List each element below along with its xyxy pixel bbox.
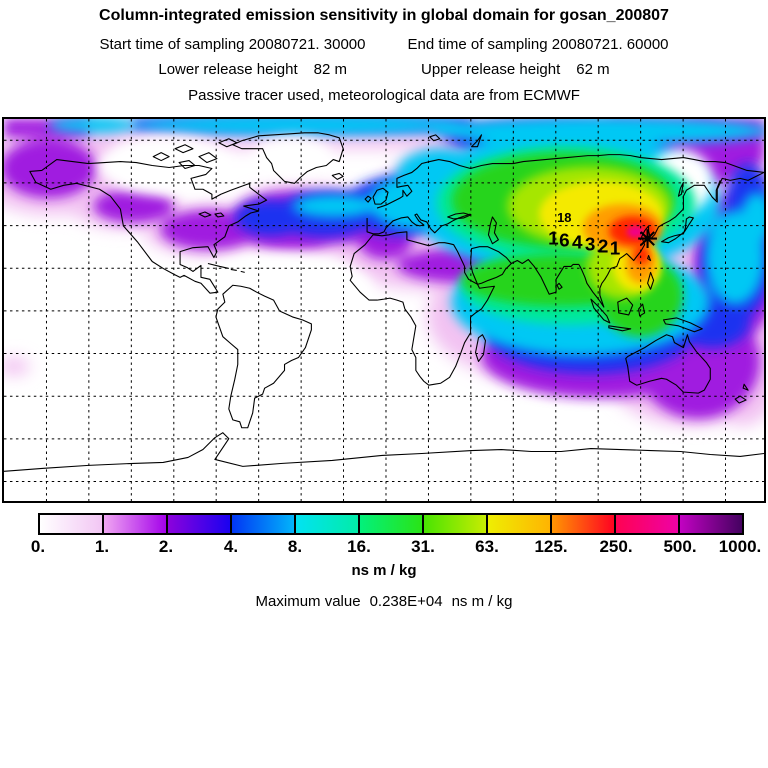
island-taiwan	[647, 255, 652, 262]
coastline-africa	[349, 231, 495, 386]
island-sakhalin	[677, 181, 684, 197]
tracer-line: Passive tracer used, meteorological data…	[188, 87, 580, 104]
colorbar-segment	[680, 515, 742, 533]
island-new-guinea	[662, 317, 703, 333]
colorbar-tick: 2.	[158, 537, 174, 556]
emission-sensitivity-map: 18 1 6 4 3 2 1 ✳	[4, 119, 764, 501]
colorbar-tick: 8.	[287, 537, 303, 556]
island-japan	[660, 216, 694, 244]
island-iceland	[331, 172, 344, 180]
colorbar-tick: 16.	[347, 537, 371, 556]
colorbar	[38, 513, 744, 535]
maximum-value-label: Maximum value	[255, 593, 361, 610]
island-new-zealand	[734, 383, 749, 404]
coastline-india	[511, 258, 579, 295]
island-sri-lanka	[556, 282, 563, 290]
maximum-value-number: 0.238E+04	[369, 593, 443, 610]
station-marker-icon: ✳	[637, 227, 658, 254]
trajectory-label: 2	[598, 236, 609, 257]
colorbar-segment	[552, 515, 616, 533]
trajectory-label: 1	[610, 238, 621, 259]
colorbar-segment	[40, 515, 104, 533]
colorbar-tick: 1.	[94, 537, 110, 556]
colorbar-units-label: ns m / kg	[351, 562, 417, 579]
arctic-archipelago	[152, 134, 483, 170]
maximum-value-line: Maximum value 0.238E+04 ns m / kg	[0, 593, 768, 610]
start-time-text: Start time of sampling 20080721. 30000	[99, 36, 366, 53]
colorbar-tick: 0.	[30, 537, 46, 556]
lower-release-pair: Lower release height 82 m	[158, 61, 347, 78]
island-hispaniola	[230, 268, 245, 273]
colorbar-tick: 31.	[411, 537, 435, 556]
upper-release-label: Upper release height	[421, 61, 561, 78]
coastline-antarctica	[4, 432, 764, 472]
upper-release-pair: Upper release height 62 m	[421, 61, 610, 78]
colorbar-segment	[616, 515, 680, 533]
colorbar-segment	[104, 515, 168, 533]
colorbar-ticks: 0. 1. 2. 4. 8. 16. 31. 63. 125. 250. 500…	[0, 537, 768, 557]
colorbar-tick: 4.	[223, 537, 239, 556]
coastline-australia	[625, 334, 711, 394]
coastline-europe-south	[366, 213, 471, 235]
world-map: 18 1 6 4 3 2 1 ✳	[2, 117, 766, 503]
island-philippines	[647, 271, 655, 290]
trajectory-label: 6	[559, 230, 570, 251]
colorbar-tick: 125.	[534, 537, 568, 556]
island-uk	[372, 187, 389, 205]
sampling-times-row: Start time of sampling 20080721. 30000 E…	[0, 36, 768, 53]
upper-release-value: 62 m	[576, 61, 610, 78]
colorbar-segment	[488, 515, 552, 533]
trajectory-label: 18	[557, 210, 571, 225]
island-madagascar	[474, 334, 487, 363]
coastline-eurasia-north	[376, 154, 764, 209]
colorbar-tick: 1000.	[718, 537, 762, 556]
coastline-greenland	[232, 132, 344, 184]
plume-layer-core	[626, 225, 645, 238]
colorbar-segment	[296, 515, 360, 533]
island-sulawesi	[638, 303, 646, 317]
colorbar-tick: 63.	[475, 537, 499, 556]
coastline-black-sea	[447, 212, 472, 220]
colorbar-segment	[232, 515, 296, 533]
island-cuba	[207, 262, 229, 269]
colorbar-segment	[424, 515, 488, 533]
trajectory-label: 3	[585, 234, 596, 255]
colorbar-tick: 500.	[663, 537, 697, 556]
trajectory-label: 4	[572, 232, 583, 253]
island-java	[608, 325, 632, 332]
island-borneo	[617, 297, 634, 316]
trajectory-label: 1	[548, 228, 559, 249]
lower-release-label: Lower release height	[158, 61, 298, 78]
great-lakes	[198, 211, 225, 218]
end-time-text: End time of sampling 20080721. 60000	[407, 36, 669, 53]
lower-release-value: 82 m	[313, 61, 347, 78]
coastline-arabia	[469, 246, 512, 285]
graticule-gridlines	[4, 119, 764, 501]
coastline-caspian-sea	[487, 216, 499, 245]
colorbar-segment	[168, 515, 232, 533]
colorbar-tick: 250.	[599, 537, 633, 556]
coastlines	[4, 132, 764, 472]
release-heights-row: Lower release height 82 m Upper release …	[0, 61, 768, 78]
island-ireland	[364, 195, 372, 203]
figure-title: Column-integrated emission sensitivity i…	[99, 7, 669, 24]
kamchatka-inner	[715, 180, 721, 201]
trajectory-label-cluster: 18 1 6 4 3 2 1 ✳	[548, 210, 658, 259]
coastline-south-america	[215, 284, 312, 429]
coastline-east-asia	[578, 171, 764, 308]
island-sumatra	[590, 298, 611, 324]
colorbar-segment	[360, 515, 424, 533]
maximum-value-units: ns m / kg	[451, 593, 513, 610]
